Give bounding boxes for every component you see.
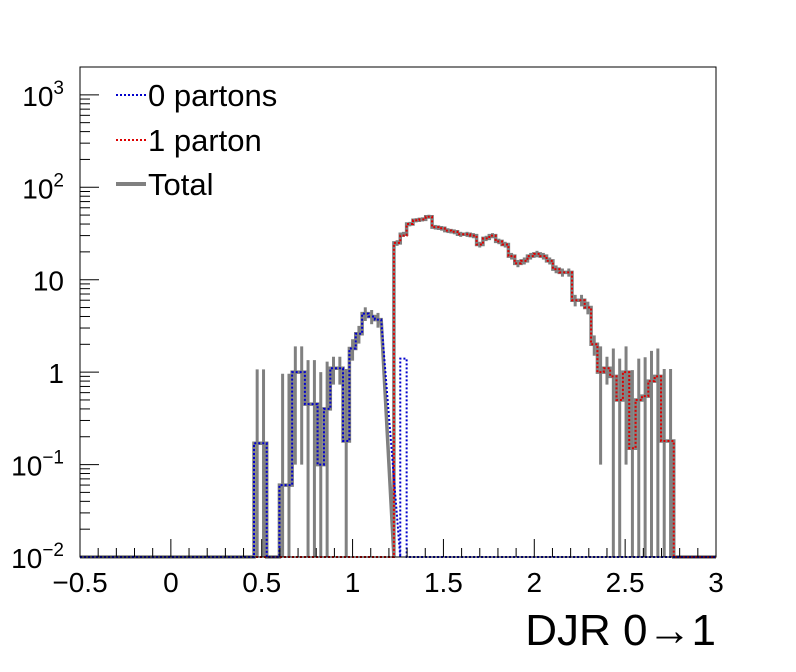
y-axis: 10−2 10−1 1 10 102 103 bbox=[11, 66, 99, 574]
x-axis: −0.5 0 0.5 1 1.5 2 2.5 3 bbox=[52, 539, 724, 598]
y-tick-label: 10 bbox=[33, 266, 64, 297]
x-tick-label: 1.5 bbox=[424, 567, 463, 598]
y-tick-label: 102 bbox=[22, 170, 64, 204]
x-axis-title: DJR 0→1 bbox=[525, 606, 716, 655]
legend-label: 0 partons bbox=[148, 78, 277, 113]
x-tick-label: 0.5 bbox=[242, 567, 281, 598]
y-tick-label: 10−1 bbox=[11, 448, 64, 482]
plot-frame bbox=[79, 66, 717, 558]
x-tick-label: −0.5 bbox=[52, 567, 107, 598]
x-tick-label: 3 bbox=[708, 567, 724, 598]
legend-label: 1 parton bbox=[148, 123, 262, 158]
y-tick-label: 103 bbox=[22, 78, 64, 112]
y-tick-label: 1 bbox=[48, 358, 64, 389]
series-layer bbox=[80, 214, 716, 559]
x-tick-label: 1 bbox=[345, 567, 361, 598]
legend-label: Total bbox=[148, 167, 213, 202]
x-tick-label: 2 bbox=[526, 567, 542, 598]
x-tick-label: 2.5 bbox=[606, 567, 645, 598]
legend: 0 partons 1 parton Total bbox=[116, 78, 277, 202]
series-1-parton-line bbox=[80, 215, 716, 558]
x-tick-label: 0 bbox=[163, 567, 179, 598]
y-tick-label: 10−2 bbox=[11, 540, 64, 574]
